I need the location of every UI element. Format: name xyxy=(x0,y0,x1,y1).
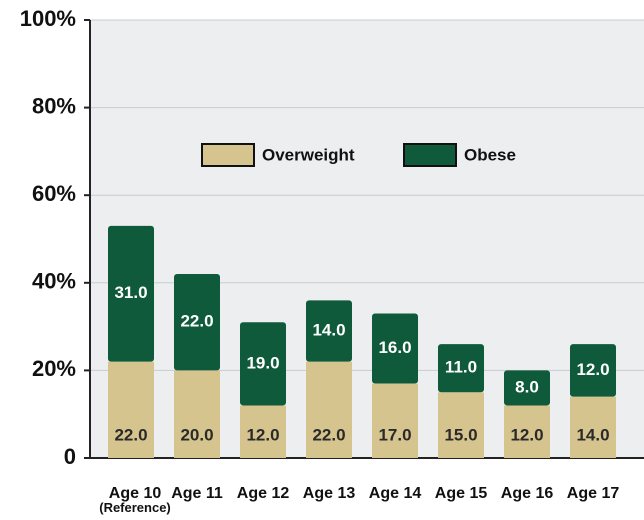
x-tick-label: Age 15 xyxy=(435,485,488,502)
legend-label: Obese xyxy=(464,145,516,164)
data-label: 14.0 xyxy=(312,320,345,339)
data-label: 17.0 xyxy=(378,425,411,444)
x-tick-label: Age 10 (Reference) xyxy=(99,485,171,515)
data-label: 12.0 xyxy=(510,425,543,444)
bar-segment xyxy=(240,405,286,458)
bar-segment xyxy=(438,392,484,458)
x-tick-label: Age 16 xyxy=(501,485,554,502)
data-label: 15.0 xyxy=(444,425,477,444)
legend-label: Overweight xyxy=(262,145,355,164)
y-tick-label: 80% xyxy=(32,93,76,118)
bar-segment xyxy=(504,405,550,458)
x-tick-label: Age 14 xyxy=(369,485,422,502)
bar-segment xyxy=(306,300,352,362)
bar-segment xyxy=(108,361,154,458)
y-tick-label: 60% xyxy=(32,181,76,206)
x-tick-label: Age 12 xyxy=(237,485,290,502)
x-tick-label: Age 13 xyxy=(303,485,356,502)
bar-segment xyxy=(108,225,154,362)
bar-segment xyxy=(438,344,484,393)
bar-segment xyxy=(174,370,220,458)
data-label: 19.0 xyxy=(246,353,279,372)
y-tick-label: 100% xyxy=(20,6,76,31)
data-label: 22.0 xyxy=(180,312,213,331)
x-tick-label: Age 11 xyxy=(171,485,223,502)
y-tick-label: 40% xyxy=(32,269,76,294)
bar-segment xyxy=(570,344,616,397)
data-label: 22.0 xyxy=(114,425,147,444)
legend-swatch xyxy=(403,143,457,167)
bar-segment xyxy=(240,322,286,406)
bar-segment xyxy=(372,313,418,384)
data-label: 11.0 xyxy=(445,358,477,377)
data-label: 22.0 xyxy=(312,425,345,444)
bar-segment xyxy=(174,274,220,371)
bar-segment xyxy=(504,370,550,406)
bar-segment xyxy=(372,383,418,458)
data-label: 12.0 xyxy=(576,360,609,379)
data-label: 12.0 xyxy=(246,425,279,444)
bar-segment xyxy=(306,361,352,458)
data-label: 20.0 xyxy=(180,425,213,444)
legend-swatch xyxy=(201,143,255,167)
y-tick-label: 0 xyxy=(64,444,76,469)
data-label: 14.0 xyxy=(576,425,609,444)
y-tick-label: 20% xyxy=(32,356,76,381)
bar-segment xyxy=(570,396,616,458)
plot-background xyxy=(90,20,644,458)
data-label: 31.0 xyxy=(114,283,147,302)
x-tick-label: Age 17 xyxy=(567,485,620,502)
data-label: 16.0 xyxy=(378,338,411,357)
data-label: 8.0 xyxy=(515,377,539,396)
